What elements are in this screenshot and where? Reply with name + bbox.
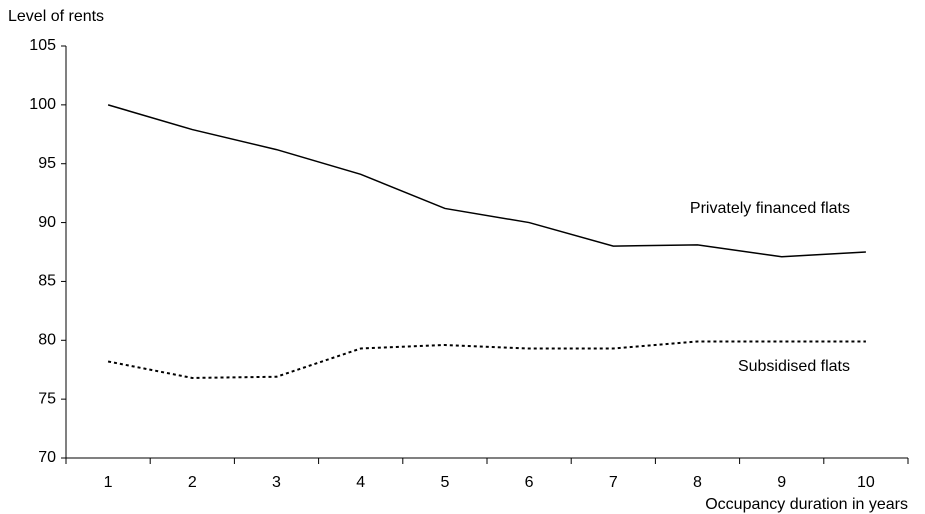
y-tick-label: 100 (29, 96, 56, 113)
x-tick-label: 9 (777, 474, 786, 491)
y-tick-label: 105 (29, 37, 56, 54)
x-tick-label: 3 (272, 474, 281, 491)
x-tick-label: 2 (188, 474, 197, 491)
series-label: Privately financed flats (690, 200, 850, 217)
x-tick-label: 1 (104, 474, 113, 491)
x-axis-label: Occupancy duration in years (705, 496, 908, 513)
y-tick-label: 70 (38, 449, 56, 466)
y-tick-label: 75 (38, 390, 56, 407)
y-tick-label: 95 (38, 155, 56, 172)
x-tick-label: 5 (440, 474, 449, 491)
y-tick-label: 80 (38, 332, 56, 349)
x-tick-label: 7 (609, 474, 618, 491)
x-tick-label: 10 (857, 474, 875, 491)
series-label: Subsidised flats (738, 358, 850, 375)
x-tick-label: 8 (693, 474, 702, 491)
y-tick-label: 90 (38, 214, 56, 231)
series-line (107, 104, 866, 258)
y-axis-label: Level of rents (8, 8, 104, 25)
x-tick-label: 6 (525, 474, 534, 491)
y-tick-label: 85 (38, 273, 56, 290)
series-line (107, 340, 866, 379)
x-tick-label: 4 (356, 474, 365, 491)
